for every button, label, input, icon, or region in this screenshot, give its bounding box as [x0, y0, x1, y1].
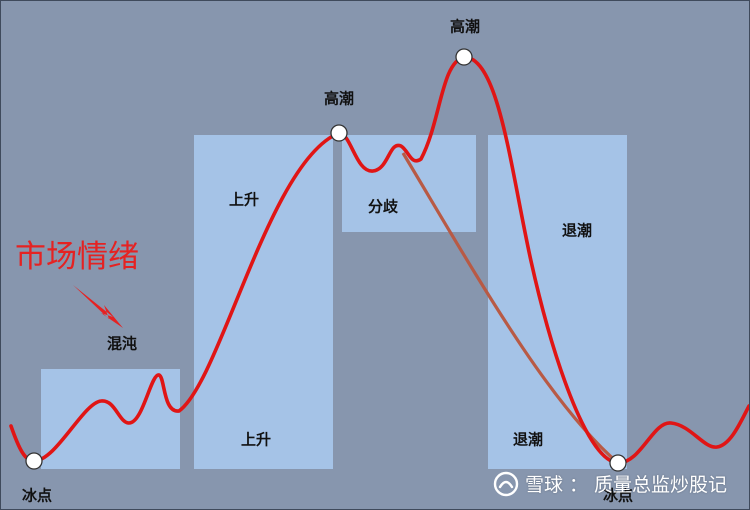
diagram-title: 市场情绪 — [15, 239, 139, 275]
label-freeze-left: 冰点 — [21, 486, 53, 505]
panel-rise — [194, 135, 333, 469]
label-divergence: 分歧 — [367, 197, 399, 216]
label-climax-2: 高潮 — [449, 17, 481, 36]
watermark-separator: ： — [568, 474, 588, 496]
panel-ebb — [488, 135, 627, 469]
decline-curve — [401, 152, 620, 465]
label-ebb-top: 退潮 — [561, 221, 593, 240]
pointer-arrow — [73, 285, 123, 328]
panel-chaos — [41, 369, 180, 469]
freeze-node-right — [609, 454, 627, 472]
watermark-brand: 雪球 — [524, 474, 563, 496]
label-freeze-right: 冰点 — [602, 486, 634, 505]
watermark: 雪球 ： 质量总监炒股记 — [493, 470, 727, 497]
climax-node-2 — [455, 48, 473, 66]
label-climax-1: 高潮 — [323, 89, 355, 108]
label-rise-top: 上升 — [228, 190, 260, 209]
freeze-node-left — [25, 452, 43, 470]
label-ebb-bottom: 退潮 — [512, 430, 544, 449]
climax-node-1 — [330, 124, 348, 142]
label-rise-bottom: 上升 — [240, 430, 272, 449]
watermark-author: 质量总监炒股记 — [593, 474, 727, 496]
label-chaos: 混沌 — [106, 334, 138, 353]
panel-divergence — [342, 135, 476, 232]
snowball-logo-icon — [493, 471, 519, 496]
